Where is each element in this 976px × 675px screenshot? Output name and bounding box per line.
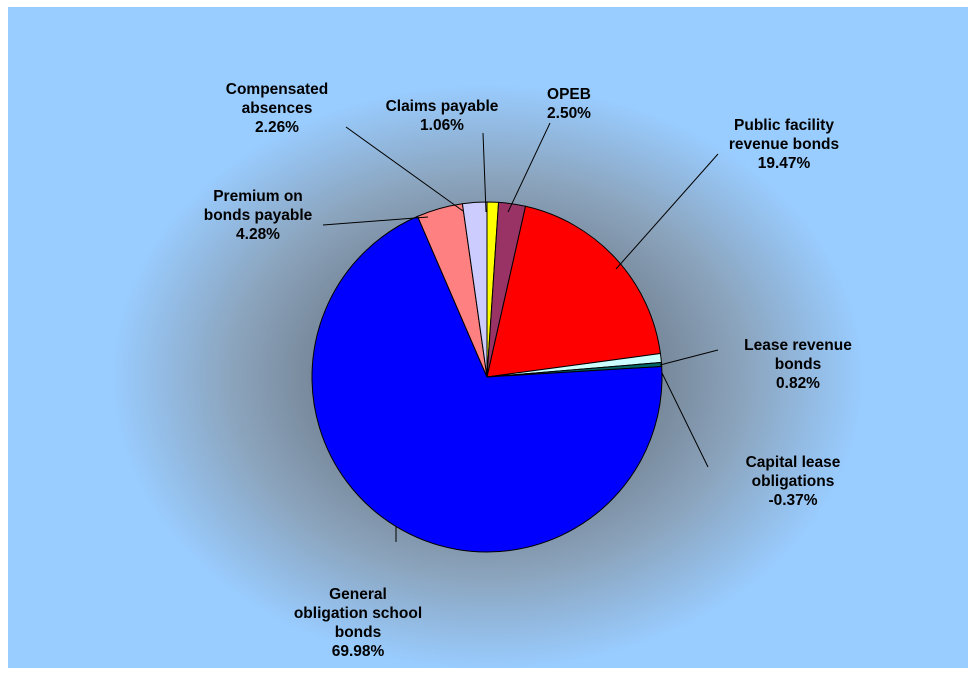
data-label-line: 69.98% — [332, 643, 385, 660]
leader-line-0 — [482, 132, 487, 213]
data-label-line: Lease revenue — [744, 337, 852, 354]
data-label-line: Claims payable — [386, 98, 499, 115]
data-label-line: bonds payable — [204, 207, 313, 224]
data-label-line: obligation school — [294, 605, 422, 622]
data-label-5: General obligation school bonds 69.98% — [294, 586, 422, 660]
leader-line-6 — [322, 216, 429, 226]
data-label-line: 1.06% — [420, 117, 464, 134]
data-label-line: Compensated — [226, 81, 329, 98]
data-label-2: Public facility revenue bonds 19.47% — [729, 117, 839, 172]
data-label-0: Claims payable 1.06% — [386, 98, 499, 134]
data-label-line: 19.47% — [758, 155, 811, 172]
pie-slice-2 — [486, 205, 661, 378]
data-label-line: Capital lease — [746, 454, 841, 471]
data-label-line: 0.82% — [776, 375, 820, 392]
data-label-line: absences — [242, 100, 313, 117]
pie-slice-5 — [311, 215, 663, 553]
pie-slice-7 — [461, 201, 488, 378]
data-label-line: bonds — [335, 624, 382, 641]
data-label-line: -0.37% — [768, 492, 817, 509]
data-label-4: Capital lease obligations -0.37% — [746, 454, 841, 509]
leader-line-2 — [615, 153, 719, 270]
data-label-line: 2.26% — [255, 119, 299, 136]
leader-line-1 — [507, 122, 551, 213]
leader-line-7 — [345, 126, 464, 212]
pie-chart: Claims payable 1.06% OPEB 2.50% Public facil… — [204, 81, 852, 660]
data-label-6: Premium on bonds payable 4.28% — [204, 188, 313, 243]
data-label-1: OPEB 2.50% — [547, 86, 591, 122]
leader-line-3 — [659, 349, 719, 366]
data-label-3: Lease revenue bonds 0.82% — [744, 337, 852, 392]
data-label-line: OPEB — [547, 86, 591, 103]
data-label-line: bonds — [775, 356, 822, 373]
data-label-line: obligations — [752, 473, 835, 490]
data-label-line: General — [329, 586, 387, 603]
leader-line-4 — [661, 372, 709, 468]
data-label-line: revenue bonds — [729, 136, 839, 153]
data-label-line: Premium on — [213, 188, 303, 205]
plot-area: Claims payable 1.06% OPEB 2.50% Public facil… — [8, 7, 968, 668]
data-label-line: 2.50% — [547, 105, 591, 122]
data-label-line: 4.28% — [236, 226, 280, 243]
data-label-line: Public facility — [734, 117, 834, 134]
data-label-7: Compensated absences 2.26% — [226, 81, 329, 136]
